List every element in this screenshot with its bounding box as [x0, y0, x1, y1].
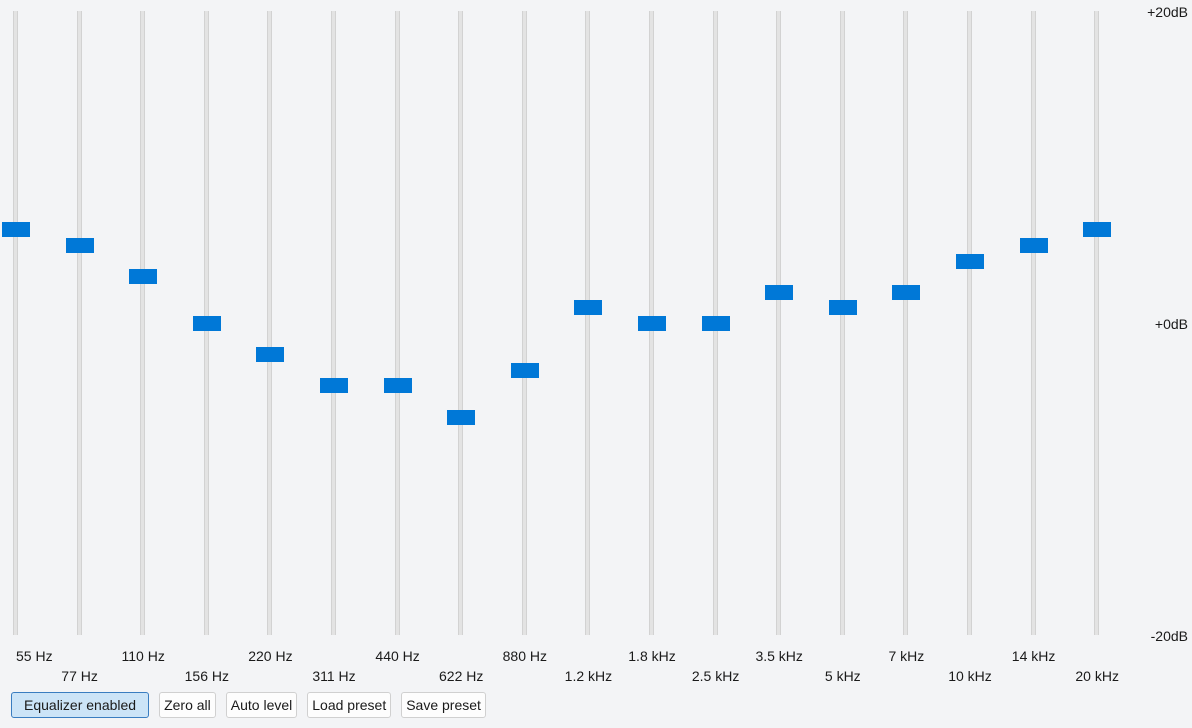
db-max-label: +20dB: [1147, 4, 1188, 20]
frequency-label: 1.8 kHz: [628, 648, 676, 664]
frequency-label: 77 Hz: [61, 668, 98, 684]
frequency-label: 880 Hz: [502, 648, 547, 664]
slider-track[interactable]: [585, 11, 591, 635]
slider-track[interactable]: [1030, 11, 1036, 635]
frequency-label: 55 Hz: [16, 648, 53, 664]
frequency-label: 311 Hz: [312, 668, 356, 684]
slider-track[interactable]: [13, 11, 18, 635]
slider-handle[interactable]: [129, 269, 158, 285]
frequency-label: 156 Hz: [184, 668, 229, 684]
slider-track[interactable]: [1094, 11, 1100, 635]
slider-handle[interactable]: [1083, 222, 1112, 238]
slider-handle[interactable]: [383, 378, 412, 394]
frequency-label: 440 Hz: [375, 648, 420, 664]
frequency-label: 7 kHz: [888, 648, 925, 664]
load-preset-button[interactable]: Load preset: [307, 692, 392, 718]
slider-handle[interactable]: [320, 378, 348, 394]
frequency-label: 1.2 kHz: [564, 668, 613, 684]
slider-handle[interactable]: [65, 238, 94, 253]
slider-handle[interactable]: [956, 253, 984, 269]
frequency-label: 3.5 kHz: [755, 648, 803, 664]
slider-handle[interactable]: [447, 409, 476, 425]
slider-handle[interactable]: [192, 316, 221, 331]
frequency-label: 10 kHz: [948, 668, 992, 684]
slider-track[interactable]: [776, 11, 782, 635]
slider-track[interactable]: [967, 11, 972, 635]
zero-all-button[interactable]: Zero all: [159, 692, 216, 718]
slider-track[interactable]: [458, 11, 464, 635]
frequency-label: 20 kHz: [1075, 668, 1119, 684]
db-mid-label: +0dB: [1154, 316, 1188, 332]
frequency-label: 5 kHz: [824, 668, 861, 684]
slider-track[interactable]: [76, 11, 82, 635]
slider-handle[interactable]: [892, 284, 921, 300]
slider-handle[interactable]: [701, 316, 730, 331]
slider-handle[interactable]: [1019, 238, 1048, 253]
auto-level-button[interactable]: Auto level: [225, 692, 298, 718]
frequency-label: 14 kHz: [1011, 648, 1056, 664]
slider-handle[interactable]: [2, 222, 30, 238]
slider-handle[interactable]: [765, 284, 794, 300]
save-preset-button[interactable]: Save preset: [401, 692, 486, 718]
db-min-label: -20dB: [1150, 628, 1188, 644]
slider-track[interactable]: [394, 11, 400, 635]
slider-handle[interactable]: [574, 300, 603, 316]
frequency-label: 220 Hz: [248, 648, 293, 664]
frequency-label: 2.5 kHz: [691, 668, 740, 684]
slider-track[interactable]: [903, 11, 909, 635]
slider-track[interactable]: [521, 11, 527, 635]
slider-track[interactable]: [331, 11, 336, 635]
slider-handle[interactable]: [256, 347, 285, 363]
slider-handle[interactable]: [638, 316, 666, 331]
slider-track[interactable]: [267, 11, 273, 635]
slider-handle[interactable]: [510, 362, 539, 378]
slider-handle[interactable]: [828, 300, 857, 316]
equalizer-toolbar: Equalizer enabled Zero all Auto level Lo…: [11, 692, 486, 718]
slider-track[interactable]: [839, 11, 845, 635]
frequency-label: 110 Hz: [121, 648, 165, 664]
frequency-label: 622 Hz: [439, 668, 484, 684]
equalizer-enabled-toggle[interactable]: Equalizer enabled: [11, 692, 150, 718]
equalizer-panel: 55 Hz 77 Hz 110 Hz 156 Hz 220 Hz 311 Hz 440 Hz…: [2, 4, 1188, 684]
slider-track[interactable]: [140, 11, 146, 635]
